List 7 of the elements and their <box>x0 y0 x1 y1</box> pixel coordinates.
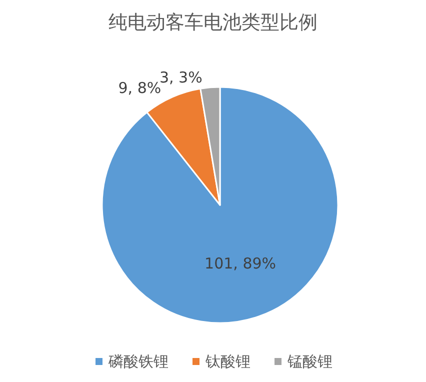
legend-label: 钛酸锂 <box>204 352 250 370</box>
chart-title: 纯电动客车电池类型比例 <box>108 12 318 34</box>
data-label: 9, 8% <box>118 78 162 97</box>
data-label: 101, 89% <box>204 254 276 273</box>
legend-label: 磷酸铁锂 <box>108 352 168 370</box>
data-label: 3, 3% <box>159 68 202 86</box>
legend-label: 锰酸锂 <box>286 352 332 370</box>
